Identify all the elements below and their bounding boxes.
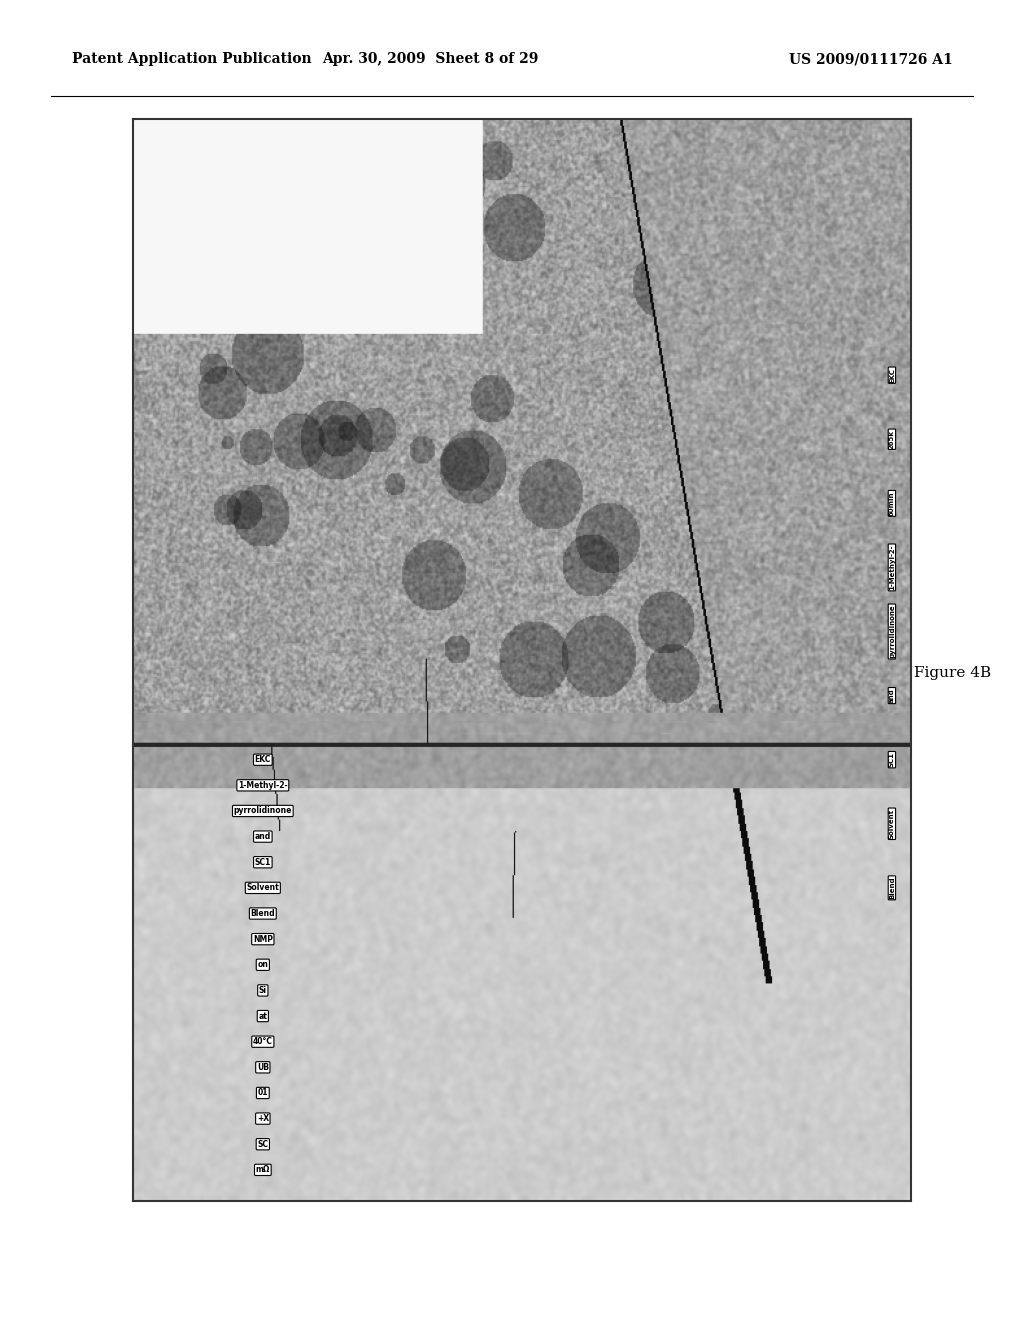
Text: Solvent: Solvent: [889, 809, 895, 838]
Text: 40°C: 40°C: [253, 1038, 272, 1047]
Text: 01: 01: [258, 1089, 268, 1097]
Text: US 2009/0111726 A1: US 2009/0111726 A1: [788, 53, 952, 66]
Text: NMP: NMP: [253, 935, 272, 944]
Text: 1-Methyl-2-: 1-Methyl-2-: [238, 781, 288, 789]
Text: UB: UB: [257, 1063, 269, 1072]
Text: Solvent: Solvent: [247, 883, 280, 892]
Text: 1-Methyl-2-: 1-Methyl-2-: [889, 545, 895, 590]
Text: SC1: SC1: [889, 752, 895, 767]
Text: and: and: [255, 832, 271, 841]
Text: Blend: Blend: [889, 876, 895, 899]
Text: Patent Application Publication: Patent Application Publication: [72, 53, 311, 66]
Text: on: on: [257, 960, 268, 969]
Text: mΩ: mΩ: [256, 1166, 270, 1175]
Text: Blend: Blend: [251, 909, 275, 917]
Text: Si: Si: [259, 986, 267, 995]
Text: SC: SC: [257, 1139, 268, 1148]
Text: 60min: 60min: [889, 491, 895, 516]
Text: +X: +X: [257, 1114, 269, 1123]
Text: SC1: SC1: [255, 858, 271, 867]
Text: pyrrolidinone: pyrrolidinone: [233, 807, 292, 816]
Text: Apr. 30, 2009  Sheet 8 of 29: Apr. 30, 2009 Sheet 8 of 29: [322, 53, 539, 66]
Text: pyrrolidinone: pyrrolidinone: [889, 605, 895, 659]
Text: 265k: 265k: [889, 430, 895, 449]
Text: at: at: [258, 1011, 267, 1020]
Text: EKC: EKC: [889, 368, 895, 383]
Text: and: and: [889, 688, 895, 704]
Text: Figure 4B: Figure 4B: [913, 667, 991, 680]
Text: EKC: EKC: [255, 755, 271, 764]
